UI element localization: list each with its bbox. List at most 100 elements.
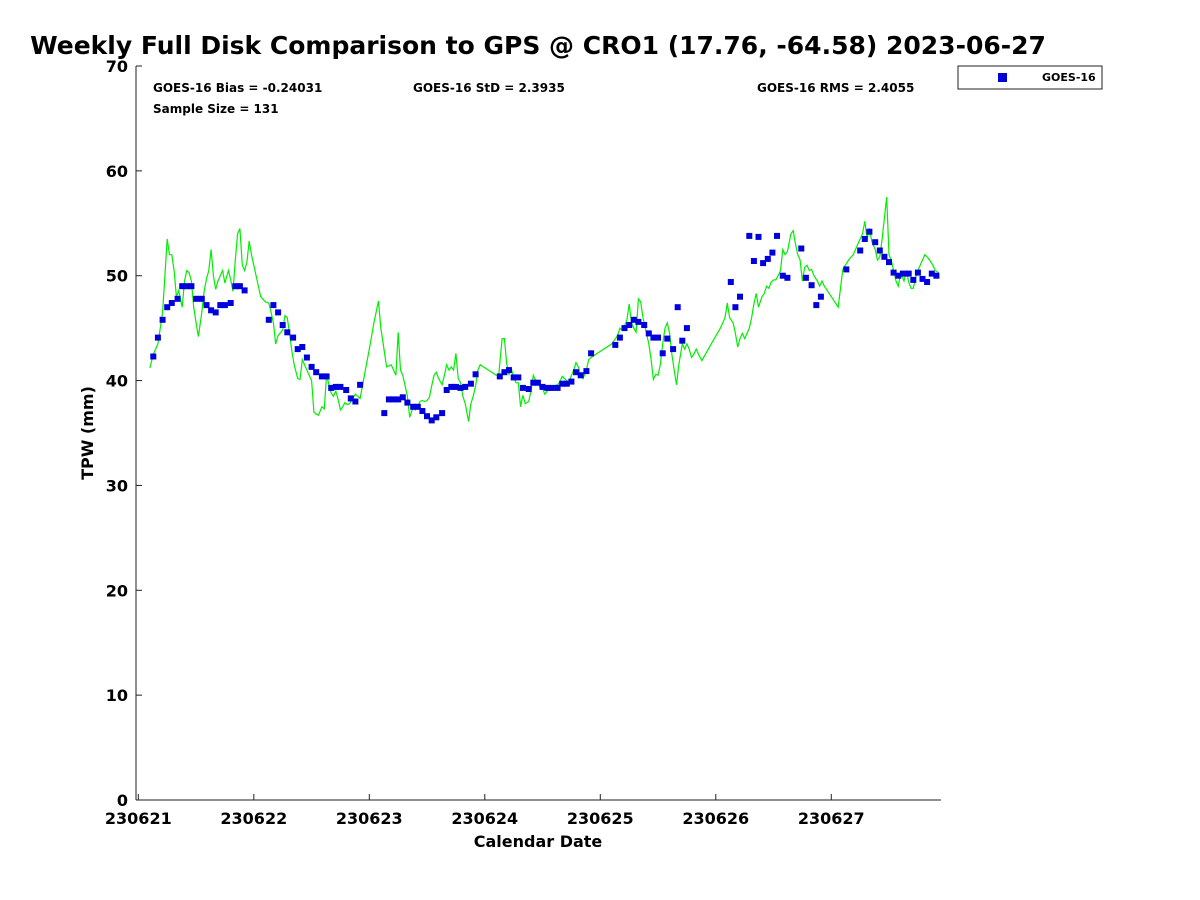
goes16-data-point: [683, 325, 690, 332]
goes16-data-point: [221, 302, 228, 309]
goes16-data-point: [544, 384, 551, 391]
goes16-data-point: [318, 373, 325, 380]
x-axis-label: Calendar Date: [474, 832, 603, 851]
goes16-data-point: [563, 380, 570, 387]
goes16-data-point: [414, 403, 421, 410]
goes16-data-point: [914, 269, 921, 276]
goes16-data-point: [439, 410, 446, 417]
x-tick-label: 230627: [798, 809, 865, 828]
goes16-data-point: [506, 367, 512, 374]
goes16-data-point: [275, 309, 282, 316]
goes16-data-point: [212, 309, 219, 316]
goes16-data-point: [539, 383, 546, 390]
goes16-data-point: [381, 410, 388, 417]
bias-annotation: GOES-16 Bias = -0.24031: [153, 81, 322, 95]
goes16-data-point: [294, 346, 301, 353]
goes16-data-point: [881, 253, 888, 260]
goes16-data-point: [872, 239, 879, 246]
goes16-data-point: [616, 334, 623, 341]
goes16-data-point: [410, 403, 417, 410]
goes16-data-point: [203, 302, 210, 309]
x-tick-label: 230623: [336, 809, 403, 828]
goes16-data-point: [760, 260, 767, 267]
x-tick-label: 230624: [451, 809, 518, 828]
y-axis-ticks: 0 10 20 30 40 50 60 70: [106, 57, 142, 810]
goes16-data-point: [352, 398, 359, 405]
goes16-data-point: [183, 283, 190, 290]
goes16-data-point: [501, 369, 508, 376]
goes16-data-point: [496, 373, 503, 380]
goes16-data-point: [583, 368, 590, 375]
goes16-data-point: [270, 302, 277, 309]
goes16-data-point: [347, 395, 354, 402]
goes16-data-point: [764, 255, 771, 262]
goes16-data-point: [323, 373, 330, 380]
goes16-data-point: [424, 413, 430, 420]
goes16-data-point: [670, 346, 677, 353]
y-tick-label: 70: [106, 57, 128, 76]
goes16-data-point: [857, 247, 864, 254]
goes16-data-point: [645, 330, 652, 337]
goes16-data-point: [626, 322, 633, 328]
goes16-data-point: [433, 414, 440, 421]
y-tick-label: 0: [117, 791, 128, 810]
std-annotation: GOES-16 StD = 2.3935: [413, 81, 565, 95]
goes16-data-point: [577, 372, 584, 379]
goes16-data-point: [188, 283, 195, 290]
goes16-data-point: [284, 329, 291, 336]
y-axis-label: TPW (mm): [78, 386, 97, 480]
goes16-data-point: [641, 322, 648, 328]
goes16-data-point: [530, 379, 537, 386]
goes16-data-point: [265, 316, 272, 323]
goes16-data-point: [399, 394, 406, 401]
goes16-data-point: [154, 334, 161, 341]
goes16-data-point: [650, 334, 657, 341]
goes16-data-point: [924, 279, 931, 285]
goes16-data-point: [443, 387, 450, 393]
goes16-data-point: [313, 369, 320, 376]
goes16-data-point: [193, 295, 200, 302]
goes16-data-point: [774, 232, 780, 239]
goes16-data-point: [548, 384, 555, 391]
goes16-data-point: [168, 300, 175, 306]
goes16-data-point: [236, 283, 243, 290]
goes16-data-point: [919, 275, 926, 282]
goes16-data-point: [727, 279, 734, 285]
legend-label-goes16: GOES-16: [1042, 71, 1096, 84]
y-tick-label: 50: [106, 267, 128, 286]
goes16-data-point: [905, 270, 912, 277]
goes16-data-point: [525, 386, 532, 392]
goes16-data-point: [813, 302, 820, 309]
legend: GOES-16: [957, 65, 1103, 90]
goes16-data-point: [279, 322, 286, 328]
goes16-data-point: [534, 379, 541, 386]
goes16-data-point: [895, 272, 902, 279]
goes16-data-point: [462, 383, 469, 390]
goes16-data-point: [664, 335, 671, 342]
goes16-data-point: [866, 228, 873, 235]
plot-area: [149, 197, 940, 424]
goes16-data-point: [655, 334, 661, 341]
goes16-data-point: [737, 293, 743, 300]
goes16-data-point: [674, 304, 681, 311]
y-tick-label: 30: [106, 476, 128, 495]
goes16-data-point: [159, 316, 166, 323]
goes16-data-point: [612, 341, 619, 348]
goes16-data-point: [164, 304, 171, 311]
goes16-data-point: [732, 304, 739, 311]
goes16-data-point: [332, 383, 339, 390]
goes16-data-point: [217, 302, 224, 309]
goes16-data-point: [395, 396, 402, 403]
goes16-data-point: [861, 236, 868, 242]
goes16-data-point: [750, 258, 757, 264]
goes16-data-point: [746, 232, 753, 239]
goes16-data-point: [568, 378, 575, 385]
y-tick-label: 20: [106, 581, 128, 600]
x-tick-label: 230622: [220, 809, 287, 828]
goes16-data-point: [515, 374, 522, 381]
goes16-data-point: [467, 380, 474, 387]
goes16-data-point: [876, 247, 883, 254]
y-tick-label: 60: [106, 162, 128, 181]
goes16-data-point: [554, 384, 561, 391]
